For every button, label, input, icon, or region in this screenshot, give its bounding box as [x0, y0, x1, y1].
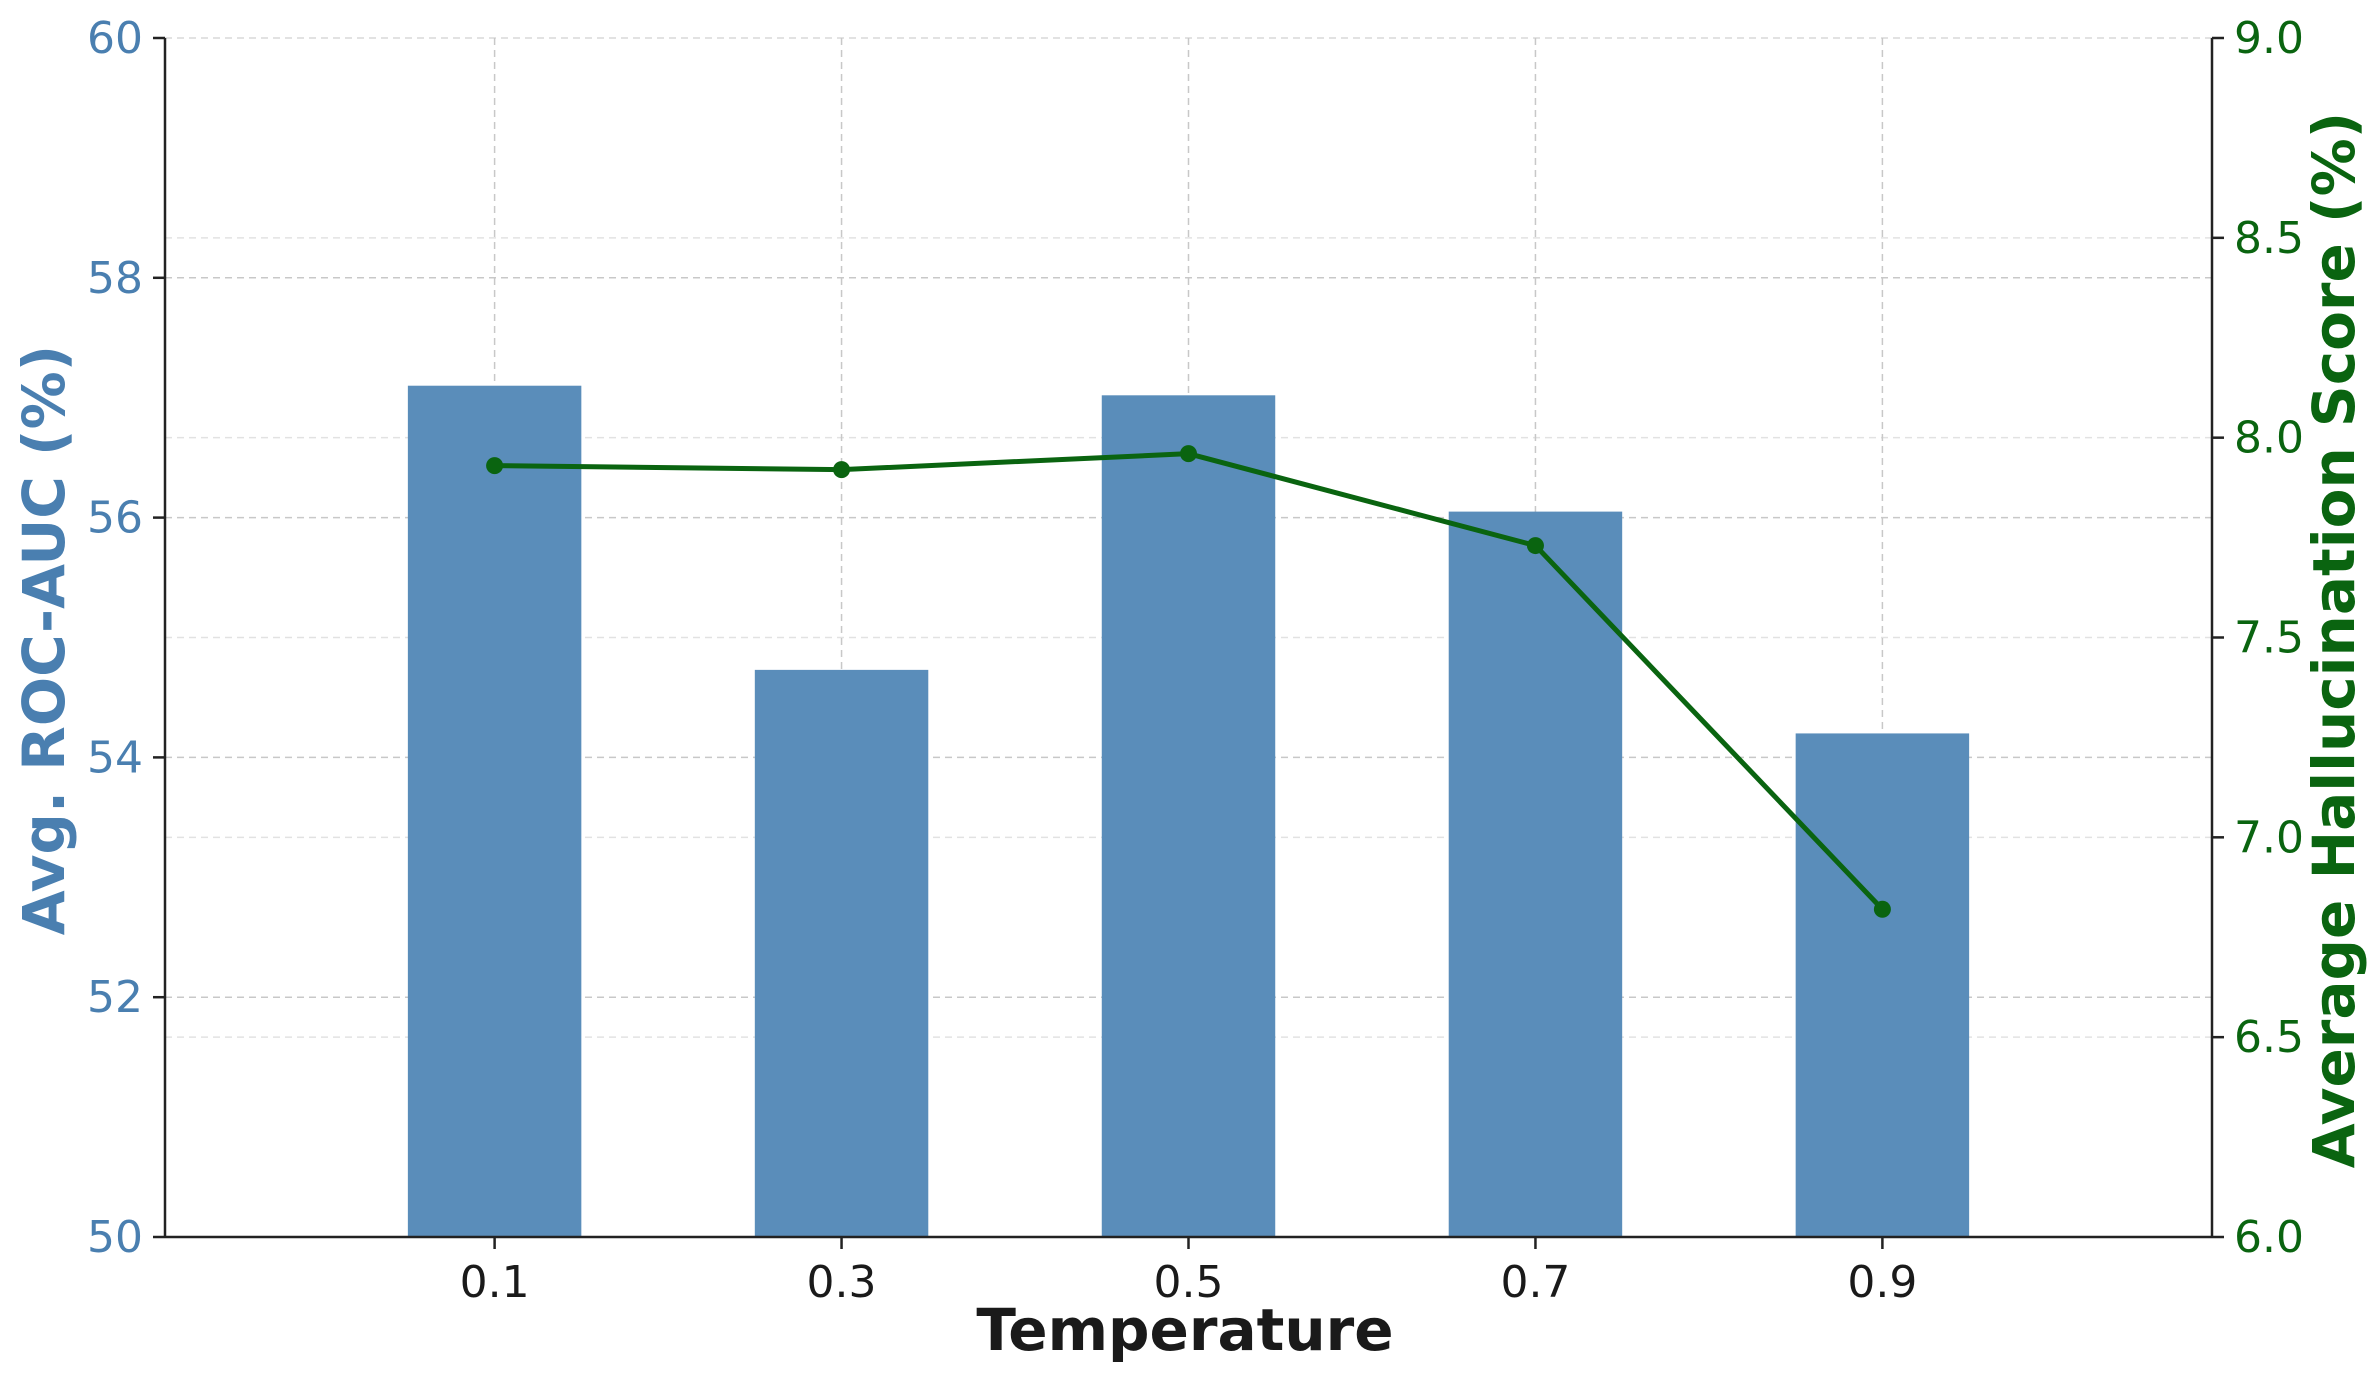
left-tick-label: 54 [87, 732, 143, 783]
left-tick-label: 56 [87, 493, 143, 544]
line-point-0.7 [1526, 537, 1544, 555]
left-tick-label: 58 [87, 253, 143, 304]
x-tick-label: 0.3 [807, 1257, 877, 1308]
x-axis-ticks: 0.1 0.3 0.5 0.7 0.9 [460, 1237, 1917, 1308]
bar-0.1 [407, 385, 582, 1238]
right-tick-label: 7.0 [2234, 812, 2304, 863]
line-series [486, 445, 1891, 918]
left-tick-label: 52 [87, 972, 143, 1023]
bar-0.5 [1101, 395, 1276, 1237]
right-tick-label: 6.5 [2234, 1012, 2304, 1063]
right-tick-label: 6.0 [2234, 1212, 2304, 1263]
right-tick-label: 7.5 [2234, 613, 2304, 664]
right-tick-label: 8.5 [2234, 213, 2304, 264]
line-point-0.3 [833, 461, 851, 479]
right-axis-title: Average Hallucination Score (%) [2300, 112, 2368, 1168]
right-tick-label: 9.0 [2234, 13, 2304, 64]
x-axis-title: Temperature [976, 1296, 1393, 1364]
line-point-0.5 [1180, 445, 1197, 463]
right-axis-ticks: 6.0 6.5 7.0 7.5 8.0 8.5 9.0 [2212, 13, 2304, 1263]
left-axis-ticks: 50 52 54 56 58 60 [87, 13, 165, 1263]
bar-0.9 [1795, 733, 1970, 1237]
line-point-0.1 [486, 457, 504, 475]
left-tick-label: 60 [87, 13, 143, 64]
bar-0.7 [1448, 511, 1623, 1238]
x-tick-label: 0.9 [1847, 1257, 1917, 1308]
x-tick-label: 0.5 [1154, 1257, 1224, 1308]
x-tick-label: 0.7 [1500, 1257, 1570, 1308]
bar-series [407, 385, 1970, 1238]
right-tick-label: 8.0 [2234, 413, 2304, 464]
line-point-0.9 [1873, 900, 1891, 918]
bar-0.3 [754, 669, 929, 1237]
left-tick-label: 50 [87, 1212, 143, 1263]
left-axis-title: Avg. ROC-AUC (%) [10, 345, 78, 935]
x-tick-label: 0.1 [460, 1257, 530, 1308]
